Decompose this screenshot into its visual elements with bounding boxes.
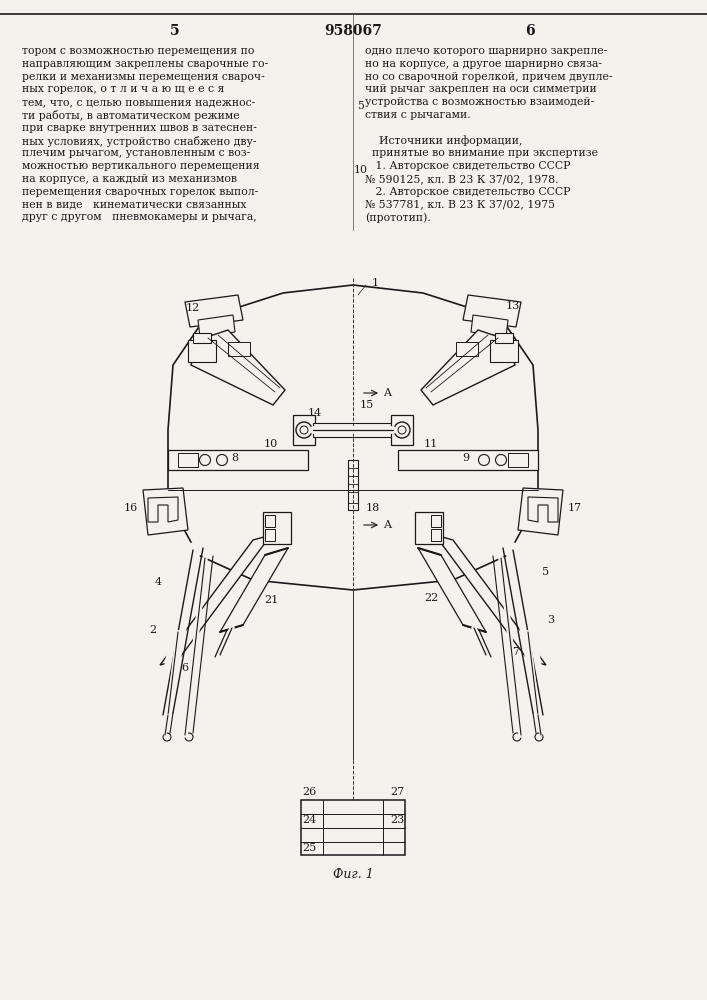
Text: 12: 12 [186, 303, 200, 313]
Text: тором с возможностью перемещения по: тором с возможностью перемещения по [22, 46, 255, 56]
Text: одно плечо которого шарнирно закрепле-: одно плечо которого шарнирно закрепле- [365, 46, 607, 56]
Bar [431, 529, 441, 541]
Text: чий рычаг закреплен на оси симметрии: чий рычаг закреплен на оси симметрии [365, 84, 597, 94]
Text: на корпусе, а каждый из механизмов: на корпусе, а каждый из механизмов [22, 174, 237, 184]
Bar [188, 340, 216, 362]
Polygon shape [220, 548, 288, 632]
Text: 10: 10 [264, 439, 278, 449]
Polygon shape [191, 330, 285, 405]
Bar [263, 512, 291, 544]
Text: перемещения сварочных горелок выпол-: перемещения сварочных горелок выпол- [22, 187, 258, 197]
Text: 13: 13 [506, 301, 520, 311]
Bar [431, 515, 441, 527]
Text: 2: 2 [149, 625, 156, 635]
Text: 6: 6 [525, 24, 534, 38]
Bar [398, 450, 538, 470]
Text: 1. Авторское свидетельство СССР: 1. Авторское свидетельство СССР [365, 161, 571, 171]
Bar [265, 529, 275, 541]
Text: 27: 27 [390, 787, 404, 797]
Text: 22: 22 [424, 593, 438, 603]
Bar [265, 515, 275, 527]
Bar [490, 340, 518, 362]
Bar [293, 415, 315, 445]
Bar [415, 512, 443, 544]
Text: 10: 10 [354, 165, 368, 175]
Text: 16: 16 [124, 503, 138, 513]
Text: 7: 7 [513, 647, 520, 657]
Text: ти работы, в автоматическом режиме: ти работы, в автоматическом режиме [22, 110, 240, 121]
Text: друг с другом   пневмокамеры и рычага,: друг с другом пневмокамеры и рычага, [22, 212, 257, 222]
Text: 11: 11 [424, 439, 438, 449]
Text: 24: 24 [302, 815, 316, 825]
Text: но со сварочной горелкой, причем двупле-: но со сварочной горелкой, причем двупле- [365, 72, 612, 82]
Text: 6: 6 [182, 663, 189, 673]
Polygon shape [421, 330, 515, 405]
Polygon shape [435, 535, 546, 665]
Text: релки и механизмы перемещения свароч-: релки и механизмы перемещения свароч- [22, 72, 264, 82]
Polygon shape [463, 295, 521, 327]
Polygon shape [518, 488, 563, 535]
Text: 15: 15 [360, 400, 374, 410]
Polygon shape [143, 488, 188, 535]
Bar [178, 453, 198, 467]
Polygon shape [528, 497, 558, 522]
Text: 5: 5 [542, 567, 549, 577]
Bar [456, 342, 478, 356]
Bar [313, 423, 393, 437]
Polygon shape [185, 295, 243, 327]
Text: 25: 25 [302, 843, 316, 853]
Text: Фиг. 1: Фиг. 1 [332, 868, 373, 881]
Text: 5: 5 [357, 101, 364, 111]
Text: 5: 5 [170, 24, 180, 38]
Text: 9: 9 [462, 453, 469, 463]
Text: нен в виде   кинематически связанных: нен в виде кинематически связанных [22, 200, 247, 210]
Bar [228, 342, 250, 356]
Polygon shape [471, 315, 508, 337]
Polygon shape [418, 548, 486, 632]
Text: 18: 18 [366, 503, 380, 513]
Text: но на корпусе, а другое шарнирно связа-: но на корпусе, а другое шарнирно связа- [365, 59, 602, 69]
Text: 2. Авторское свидетельство СССР: 2. Авторское свидетельство СССР [365, 187, 571, 197]
Text: ных условиях, устройство снабжено дву-: ных условиях, устройство снабжено дву- [22, 136, 257, 147]
Text: ных горелок, о т л и ч а ю щ е е с я: ных горелок, о т л и ч а ю щ е е с я [22, 84, 224, 94]
Text: № 590125, кл. В 23 К 37/02, 1978.: № 590125, кл. В 23 К 37/02, 1978. [365, 174, 559, 184]
Text: направляющим закреплены сварочные го-: направляющим закреплены сварочные го- [22, 59, 268, 69]
Text: 8: 8 [231, 453, 238, 463]
Bar [348, 460, 358, 510]
Text: можностью вертикального перемещения: можностью вертикального перемещения [22, 161, 259, 171]
Polygon shape [148, 497, 178, 522]
Text: A: A [383, 520, 391, 530]
Text: 3: 3 [547, 615, 554, 625]
Text: (прототип).: (прототип). [365, 212, 431, 223]
Text: A: A [383, 388, 391, 398]
Text: плечим рычагом, установленным с воз-: плечим рычагом, установленным с воз- [22, 148, 250, 158]
Bar [301, 800, 405, 855]
Text: Источники информации,: Источники информации, [365, 136, 522, 146]
Bar [495, 333, 513, 343]
Bar [508, 453, 528, 467]
Text: при сварке внутренних швов в затеснен-: при сварке внутренних швов в затеснен- [22, 123, 257, 133]
Text: 26: 26 [302, 787, 316, 797]
Text: 21: 21 [264, 595, 278, 605]
Text: устройства с возможностью взаимодей-: устройства с возможностью взаимодей- [365, 97, 595, 107]
Polygon shape [160, 535, 271, 665]
Bar [168, 450, 308, 470]
Text: 958067: 958067 [324, 24, 382, 38]
Polygon shape [198, 315, 235, 337]
Text: принятые во внимание при экспертизе: принятые во внимание при экспертизе [365, 148, 598, 158]
Text: 1: 1 [371, 278, 378, 288]
Text: 14: 14 [308, 408, 322, 418]
Text: № 537781, кл. В 23 К 37/02, 1975: № 537781, кл. В 23 К 37/02, 1975 [365, 200, 555, 210]
Bar [193, 333, 211, 343]
Text: ствия с рычагами.: ствия с рычагами. [365, 110, 471, 120]
Text: 4: 4 [154, 577, 162, 587]
Polygon shape [168, 285, 538, 590]
Bar [391, 415, 413, 445]
Text: тем, что, с целью повышения надежнос-: тем, что, с целью повышения надежнос- [22, 97, 255, 107]
Text: 17: 17 [568, 503, 582, 513]
Text: 23: 23 [390, 815, 404, 825]
